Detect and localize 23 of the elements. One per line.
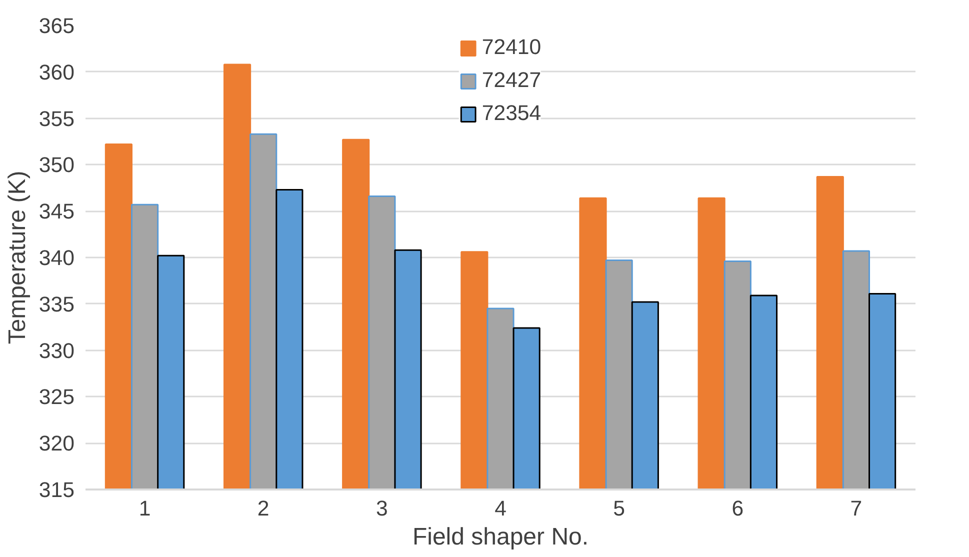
y-tick-label: 315 (38, 478, 75, 502)
legend-label: 72427 (482, 68, 542, 93)
x-tick-label: 2 (257, 496, 270, 520)
y-tick-label: 320 (38, 432, 75, 456)
y-tick-label: 345 (38, 200, 75, 224)
x-tick-label: 1 (138, 496, 151, 520)
x-axis-title: Field shaper No. (412, 524, 589, 550)
y-tick-label: 325 (38, 385, 75, 410)
y-tick-label: 350 (38, 153, 75, 178)
x-tick-label: 3 (376, 496, 388, 520)
y-tick-label: 360 (38, 60, 75, 84)
legend-label: 72354 (482, 101, 542, 126)
y-tick-label: 340 (38, 246, 75, 270)
y-axis-title: Temperature (K) (4, 170, 31, 344)
x-tick-label: 5 (613, 496, 626, 520)
x-tick-label: 6 (732, 496, 744, 520)
x-tick-label: 4 (494, 496, 507, 520)
x-tick-label: 7 (850, 496, 862, 520)
y-tick-label: 365 (38, 14, 75, 38)
y-tick-label: 330 (38, 338, 75, 363)
y-tick-label: 335 (38, 292, 75, 316)
y-tick-label: 355 (38, 106, 75, 131)
legend-label: 72410 (482, 35, 542, 60)
